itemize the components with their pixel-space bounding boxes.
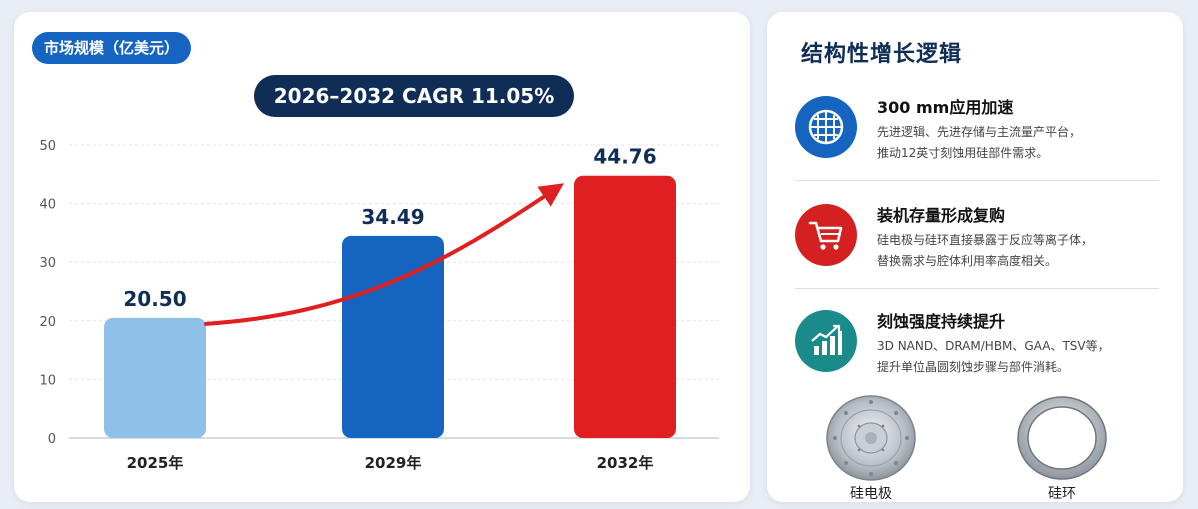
growth-item-desc-line2: 推动12英寸刻蚀用硅部件需求。 xyxy=(877,146,1049,160)
bar xyxy=(104,317,206,438)
growth-item-etch-intensity: 刻蚀强度持续提升 3D NAND、DRAM/HBM、GAA、TSV等， 提升单位… xyxy=(795,306,1165,396)
bar-value-label: 20.50 xyxy=(123,287,186,311)
bar-value-label: 34.49 xyxy=(361,205,424,229)
growth-item-desc-line1: 3D NAND、DRAM/HBM、GAA、TSV等， xyxy=(877,339,1110,353)
shopping-cart-icon xyxy=(795,204,857,266)
divider xyxy=(795,180,1159,181)
growth-chart-icon xyxy=(795,310,857,372)
growth-item-desc-line2: 提升单位晶圆刻蚀步骤与部件消耗。 xyxy=(877,360,1070,374)
divider xyxy=(795,288,1159,289)
growth-item-desc-line1: 硅电极与硅环直接暴露于反应等离子体， xyxy=(877,233,1094,247)
market-size-card: 0 10 20 30 40 50 20.50 2025年 34.49 2029年 44.76 2032… xyxy=(14,12,750,502)
bar-value-label: 44.76 xyxy=(593,145,656,169)
growth-item-desc-line1: 先进逻辑、先进存储与主流量产平台， xyxy=(877,125,1082,139)
bar-chart: 0 10 20 30 40 50 20.50 2025年 34.49 2029年 44.76 2032… xyxy=(39,139,719,472)
y-tick-label: 50 xyxy=(39,139,56,154)
bar xyxy=(342,235,444,438)
silicon-electrode-label: 硅电极 xyxy=(850,486,892,502)
silicon-ring-label: 硅环 xyxy=(1048,486,1076,502)
growth-item-desc-line2: 替换需求与腔体利用率高度相关。 xyxy=(877,254,1058,268)
x-tick-label: 2029年 xyxy=(365,454,422,472)
growth-item-title: 刻蚀强度持续提升 xyxy=(877,312,1006,331)
silicon-electrode-icon xyxy=(823,390,919,490)
bar xyxy=(574,175,676,438)
x-tick-label: 2025年 xyxy=(127,454,184,472)
y-tick-label: 10 xyxy=(39,373,56,388)
y-tick-label: 20 xyxy=(39,315,56,330)
growth-logic-title: 结构性增长逻辑 xyxy=(801,42,963,67)
growth-item-300mm: 300 mm应用加速 先进逻辑、先进存储与主流量产平台， 推动12英寸刻蚀用硅部… xyxy=(795,92,1165,182)
growth-item-desc: 先进逻辑、先进存储与主流量产平台， 推动12英寸刻蚀用硅部件需求。 xyxy=(877,122,1081,164)
growth-logic-card: 结构性增长逻辑 300 mm应用加速 先进逻辑、先进存储与主流量产平台， 推动1… xyxy=(767,12,1183,502)
growth-item-title: 装机存量形成复购 xyxy=(877,206,1006,225)
y-tick-label: 40 xyxy=(39,198,56,213)
growth-item-desc: 硅电极与硅环直接暴露于反应等离子体， 替换需求与腔体利用率高度相关。 xyxy=(877,230,1093,272)
y-tick-label: 30 xyxy=(39,256,56,271)
chart-title-pill: 市场规模（亿美元） xyxy=(32,32,192,64)
growth-item-repurchase: 装机存量形成复购 硅电极与硅环直接暴露于反应等离子体， 替换需求与腔体利用率高度… xyxy=(795,200,1165,290)
wafer-grid-icon xyxy=(795,96,857,158)
silicon-ring-icon xyxy=(1014,390,1110,490)
growth-arrow xyxy=(204,183,564,326)
growth-item-desc: 3D NAND、DRAM/HBM、GAA、TSV等， 提升单位晶圆刻蚀步骤与部件… xyxy=(877,336,1110,378)
y-tick-label: 0 xyxy=(48,432,56,447)
x-tick-label: 2032年 xyxy=(597,454,654,472)
cagr-badge: 2026–2032 CAGR 11.05% xyxy=(254,75,574,117)
growth-item-title: 300 mm应用加速 xyxy=(877,98,1014,117)
